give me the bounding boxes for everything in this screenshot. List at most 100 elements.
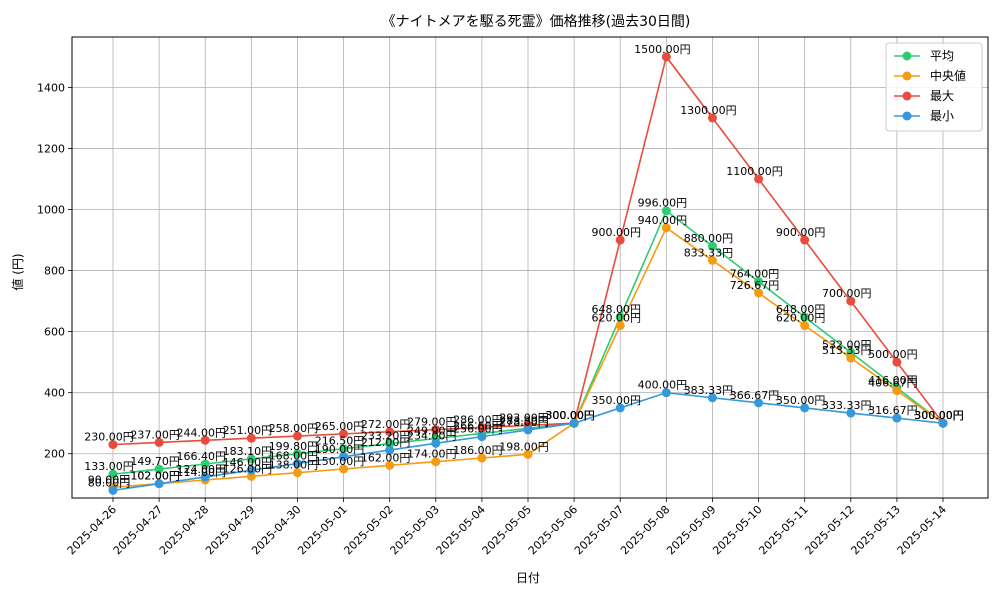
y-axis-label: 値 (円)	[10, 253, 25, 290]
data-point	[292, 431, 302, 441]
data-label: 764.00円	[730, 268, 780, 281]
data-point	[754, 288, 764, 298]
data-label: 1300.00円	[680, 104, 737, 117]
data-label: 124.00円	[176, 463, 226, 476]
data-point	[339, 452, 349, 462]
data-label: 300.00円	[545, 409, 595, 422]
data-point	[661, 52, 671, 62]
data-label: 648.00円	[776, 303, 826, 316]
data-point	[339, 464, 349, 474]
data-point	[892, 357, 902, 367]
data-label: 190.00円	[315, 443, 365, 456]
data-point	[292, 459, 302, 469]
data-point	[385, 460, 395, 470]
chart-title: 《ナイトメアを駆る死霊》価格推移(過去30日間)	[382, 14, 691, 30]
legend-label: 中央値	[930, 68, 966, 83]
data-label: 174.00円	[407, 448, 457, 461]
data-point	[800, 235, 810, 245]
legend-swatch-marker	[902, 71, 912, 81]
data-label: 300.00円	[545, 409, 595, 422]
data-point	[200, 472, 210, 482]
data-point	[615, 403, 625, 413]
data-label: 186.00円	[453, 444, 503, 457]
legend-label: 最小	[930, 109, 954, 123]
data-label: 833.33円	[684, 246, 734, 259]
data-point	[292, 468, 302, 478]
y-tick-label: 1400	[37, 81, 65, 94]
grid	[72, 37, 988, 498]
data-label: 996.00円	[638, 197, 688, 210]
data-point	[339, 429, 349, 439]
data-label: 162.00円	[361, 451, 411, 464]
data-point	[339, 444, 349, 454]
data-label: 350.00円	[776, 394, 826, 407]
data-label: 293.00円	[499, 411, 549, 424]
data-point	[477, 422, 487, 432]
y-tick-label: 400	[44, 387, 65, 400]
data-label: 383.33円	[684, 384, 734, 397]
data-point	[108, 440, 118, 450]
data-label: 212.00円	[361, 436, 411, 449]
data-label: 166.40円	[176, 450, 226, 463]
data-point	[707, 113, 717, 123]
data-point	[108, 485, 118, 495]
data-label: 256.00円	[453, 423, 503, 436]
data-point	[892, 413, 902, 423]
data-label: 149.70円	[130, 455, 180, 468]
data-label: 249.90円	[407, 424, 457, 437]
data-label: 416.00円	[868, 374, 918, 387]
y-tick-label: 1000	[37, 203, 65, 216]
data-point	[246, 433, 256, 443]
data-point	[154, 437, 164, 447]
data-point	[477, 453, 487, 463]
data-label: 216.50円	[315, 435, 365, 448]
data-point	[661, 206, 671, 216]
data-label: 900.00円	[776, 226, 826, 239]
legend-label: 平均	[930, 49, 954, 63]
data-point	[154, 479, 164, 489]
data-point	[800, 312, 810, 322]
data-label: 146.00円	[223, 456, 273, 469]
data-label: 333.33円	[822, 399, 872, 412]
data-label: 300.00円	[545, 409, 595, 422]
data-label: 406.67円	[868, 377, 918, 390]
data-label: 1500.00円	[634, 43, 691, 56]
data-point	[754, 174, 764, 184]
data-point	[477, 432, 487, 442]
data-point	[200, 435, 210, 445]
data-label: 198.00円	[499, 440, 549, 453]
data-label: 279.00円	[407, 416, 457, 429]
data-point	[754, 398, 764, 408]
data-label: 940.00円	[638, 214, 688, 227]
data-label: 900.00円	[591, 226, 641, 239]
data-label: 500.00円	[868, 348, 918, 361]
data-label: 300.00円	[914, 409, 964, 422]
data-point	[800, 321, 810, 331]
data-label: 726.67円	[730, 279, 780, 292]
data-label: 272.00円	[361, 418, 411, 431]
data-label: 286.00円	[453, 413, 503, 426]
data-point	[661, 223, 671, 233]
data-point	[200, 459, 210, 469]
data-label: 183.10円	[223, 445, 273, 458]
y-tick-label: 200	[44, 448, 65, 461]
data-label: 300.00円	[914, 409, 964, 422]
data-label: 532.00円	[822, 338, 872, 351]
legend-swatch-marker	[902, 51, 912, 61]
data-point	[846, 296, 856, 306]
data-label: 620.00円	[776, 312, 826, 325]
data-label: 700.00円	[822, 287, 872, 300]
data-label: 880.00円	[684, 232, 734, 245]
data-labels: 133.00円149.70円166.40円183.10円199.80円216.5…	[84, 43, 964, 490]
y-tick-label: 800	[44, 265, 65, 278]
data-label: 265.00円	[315, 420, 365, 433]
data-point	[431, 438, 441, 448]
data-point	[246, 465, 256, 475]
data-point	[615, 321, 625, 331]
x-axis-label: 日付	[516, 571, 540, 585]
data-point	[154, 464, 164, 474]
data-label: 237.00円	[130, 428, 180, 441]
data-label: 258.00円	[269, 422, 319, 435]
data-label: 90.00円	[88, 473, 131, 486]
